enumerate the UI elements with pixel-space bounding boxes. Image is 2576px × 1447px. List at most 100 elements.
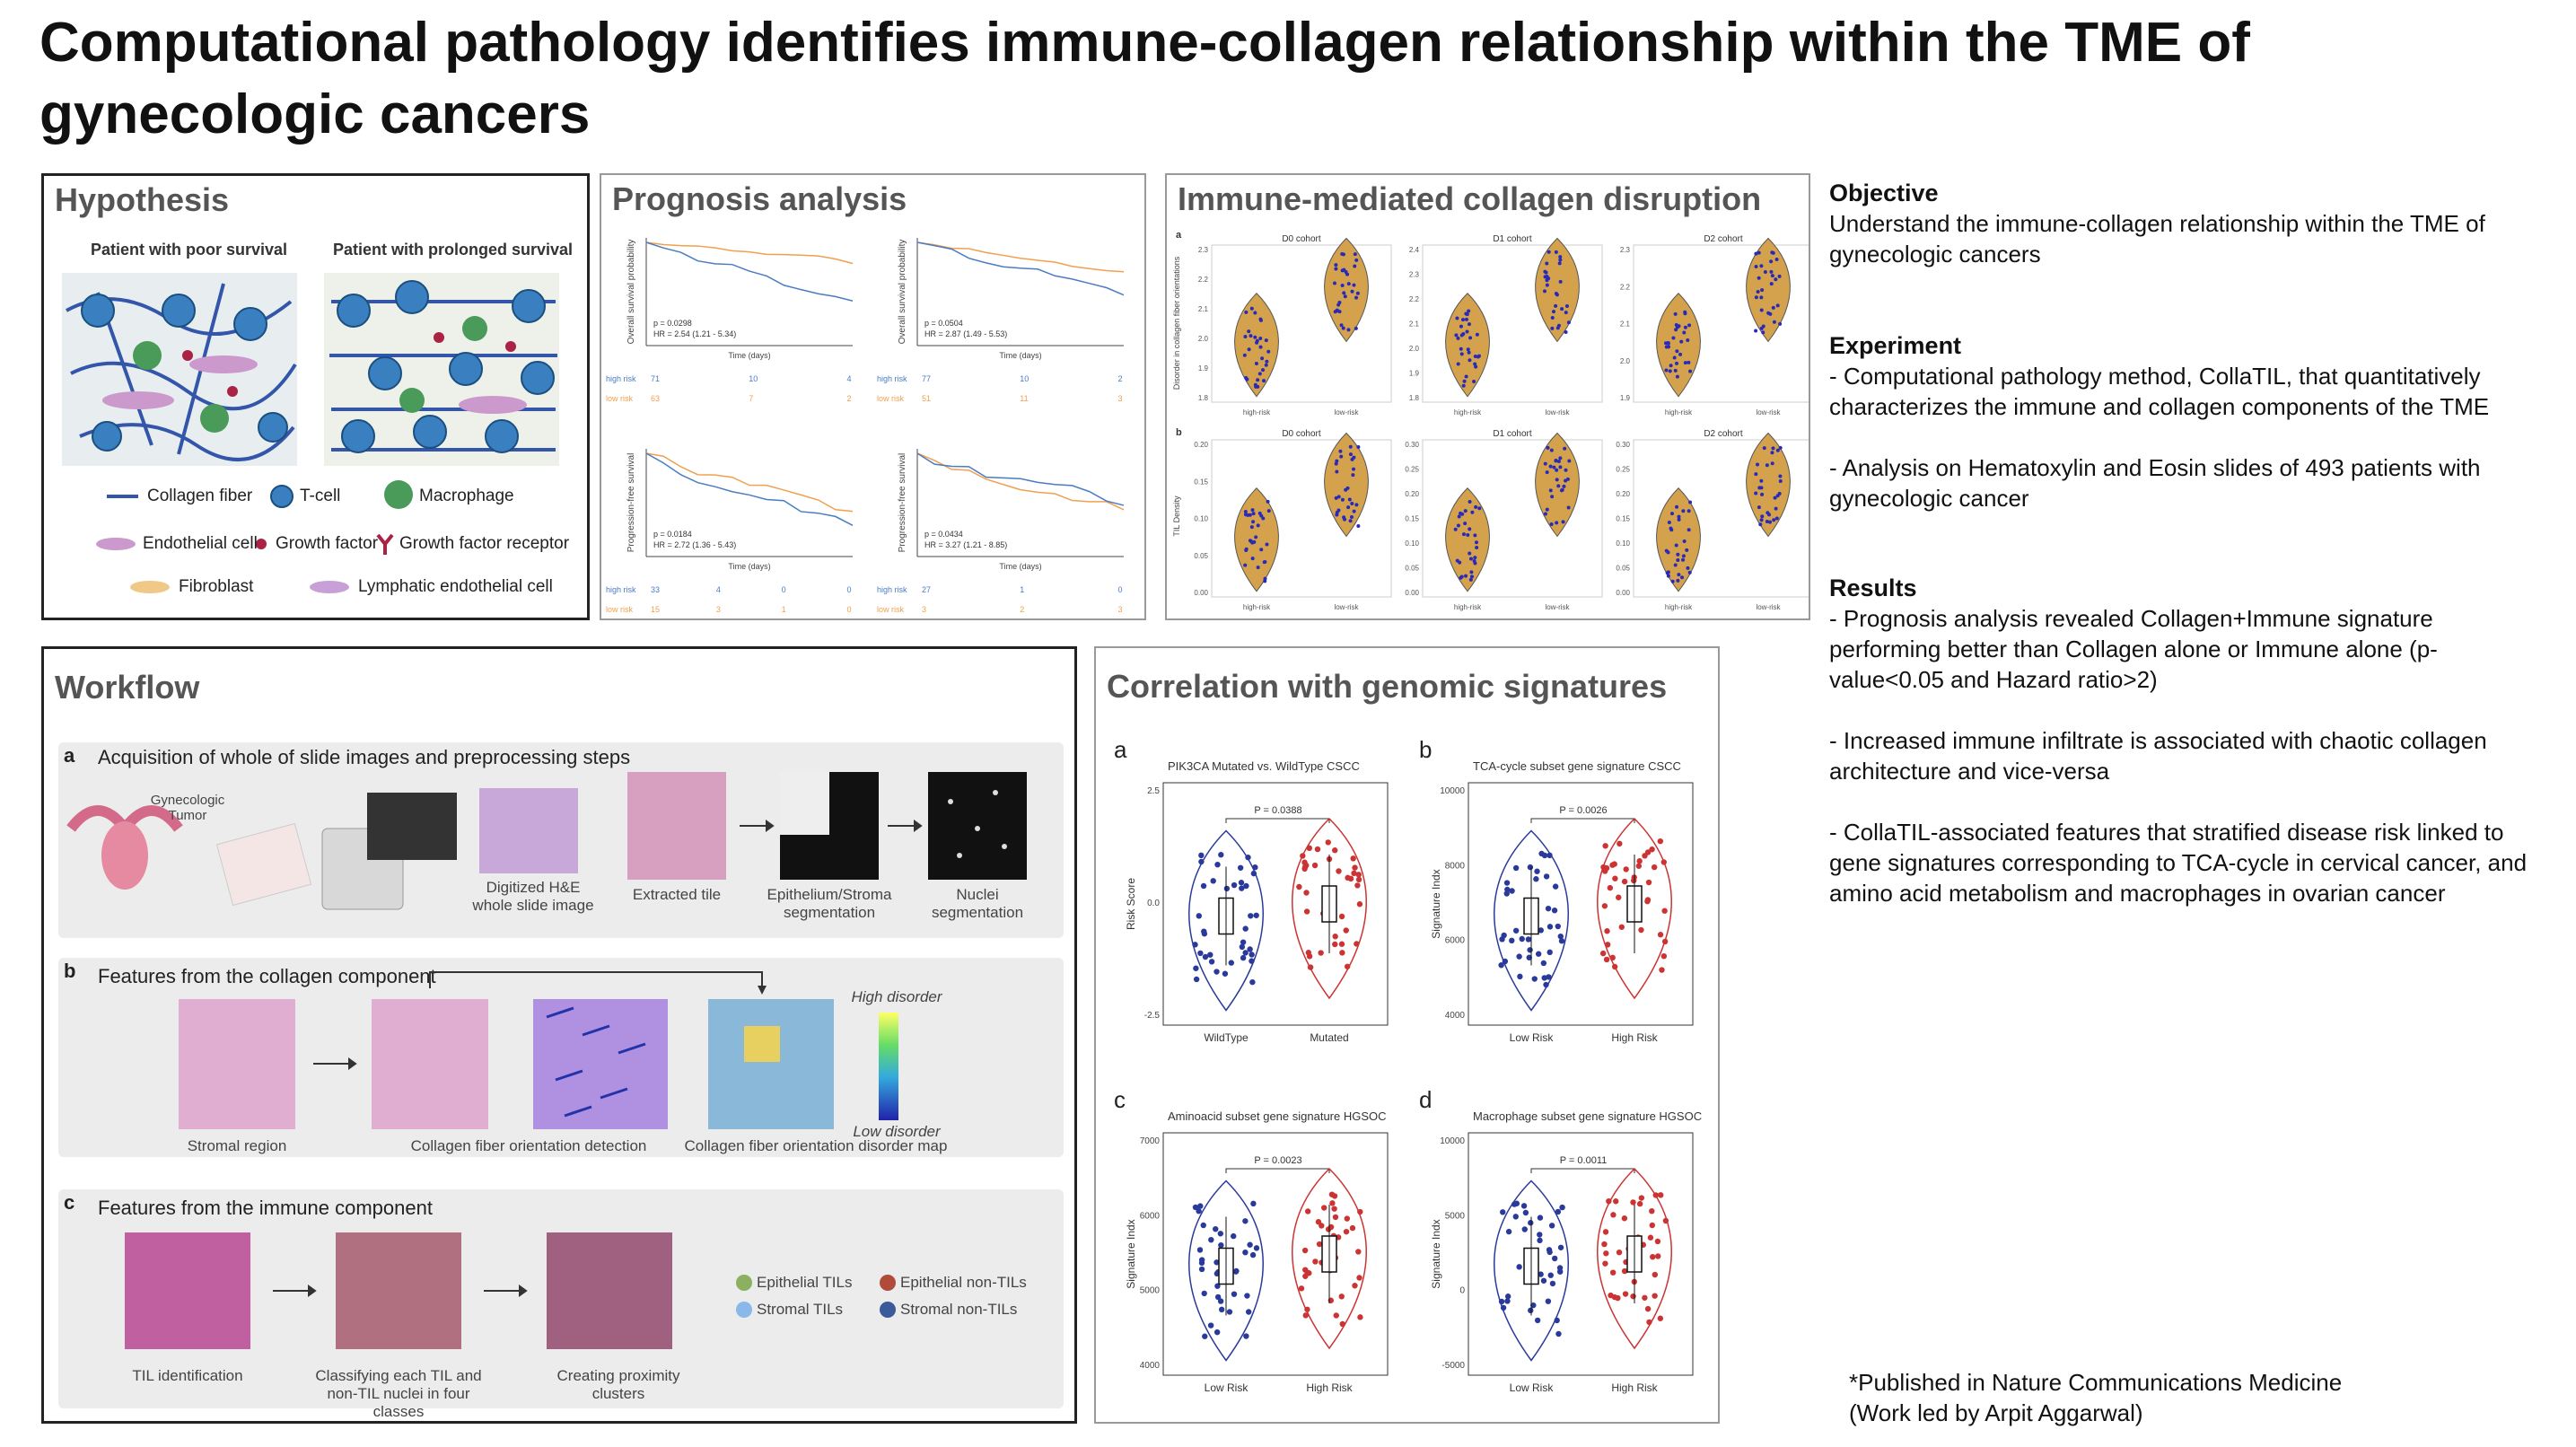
- violin-point: [1253, 1245, 1260, 1251]
- violin-point: [1196, 1247, 1204, 1253]
- significance-bracket: [1225, 818, 1330, 823]
- violin-shape: [1656, 293, 1701, 398]
- violin-ytick: 2.2: [1198, 276, 1209, 284]
- violin-point: [1468, 577, 1473, 582]
- violin-point: [1555, 923, 1561, 930]
- violin-point: [1249, 1251, 1257, 1258]
- violin-point: [1674, 328, 1678, 332]
- violin-point: [1687, 360, 1691, 364]
- violin-point: [1238, 880, 1245, 886]
- violin-point: [1223, 885, 1231, 892]
- violin-point: [1673, 311, 1678, 316]
- km-table-high-value: 1: [1020, 585, 1024, 594]
- violin-point: [1659, 967, 1665, 973]
- violin-point: [1563, 446, 1567, 451]
- violin-point: [1504, 1298, 1511, 1304]
- violin-ytick: 0.20: [1405, 490, 1419, 498]
- violin-ytick: 0.15: [1405, 515, 1419, 523]
- violin-ytick: 2.0: [1198, 335, 1209, 343]
- km-table-low-value: 63: [651, 394, 660, 403]
- caption-nuclei: Nuclei segmentation: [931, 886, 1024, 921]
- violin-point: [1354, 258, 1359, 262]
- violin-point: [1676, 558, 1680, 563]
- violin-point: [1546, 852, 1553, 859]
- violin-point: [1354, 295, 1359, 300]
- violin-point: [1214, 861, 1221, 868]
- km-table-low-label: low risk: [606, 394, 634, 403]
- violin-point: [1546, 445, 1550, 450]
- violin-point: [1306, 1270, 1312, 1276]
- violin-point: [1314, 846, 1321, 853]
- violin-point: [1770, 274, 1774, 278]
- violin-point: [1658, 1192, 1664, 1198]
- violin-ytick: 1.8: [1409, 394, 1420, 402]
- violin-point: [1687, 509, 1691, 513]
- subplot-letter: b: [1419, 736, 1432, 763]
- violin-point: [1642, 853, 1648, 859]
- violin-ytick: 1.9: [1409, 370, 1420, 378]
- violin-point: [1470, 510, 1475, 514]
- violin-point: [1192, 942, 1198, 948]
- subplot-title: PIK3CA Mutated vs. WildType CSCC: [1168, 759, 1360, 773]
- violin-point: [1340, 284, 1345, 288]
- violin-point: [1688, 500, 1693, 504]
- violin-point: [1354, 882, 1361, 889]
- violin-point: [1465, 312, 1469, 317]
- violin-xtick-high: high-risk: [1243, 603, 1271, 611]
- violin-point: [1245, 1309, 1252, 1315]
- km-table-high-value: 10: [1020, 374, 1029, 383]
- violin-point: [1355, 876, 1362, 883]
- violin-point: [1258, 318, 1263, 322]
- violin-point: [1564, 478, 1568, 483]
- violin-point: [1472, 559, 1476, 564]
- violin-point: [1618, 924, 1625, 930]
- violin-point: [1554, 459, 1558, 463]
- violin-point: [1303, 890, 1310, 896]
- violin-point: [1551, 908, 1558, 914]
- violin-point: [1760, 492, 1765, 496]
- violin-point: [1552, 883, 1559, 890]
- km-table-low-label: low risk: [606, 605, 634, 614]
- violin-point: [1534, 1317, 1541, 1324]
- violin-point: [1556, 459, 1561, 463]
- violin-point: [1505, 1228, 1512, 1235]
- violin-point: [1250, 1200, 1257, 1207]
- km-table-low-value: 3: [922, 605, 926, 614]
- violin-point: [1252, 539, 1257, 544]
- legend-epi-non: Epithelial non-TILs: [900, 1274, 1027, 1291]
- violin-point: [1545, 470, 1549, 475]
- label-low-disorder: Low disorder: [853, 1123, 941, 1140]
- violin-point: [1546, 924, 1554, 930]
- violin-point: [1680, 575, 1685, 580]
- subplot-ytick: -2.5: [1144, 1011, 1161, 1021]
- violin-point: [1608, 1292, 1614, 1299]
- violin-outline: [1188, 1180, 1264, 1362]
- violin-point: [1548, 1223, 1555, 1229]
- violin-point: [1630, 1199, 1636, 1206]
- violin-point: [1464, 374, 1468, 379]
- violin-point: [1352, 509, 1356, 513]
- violin-point: [1651, 864, 1658, 871]
- experiment-heading: Experiment: [1829, 332, 1962, 359]
- subplot-ytick: 8000: [1445, 861, 1466, 871]
- violin-point: [1660, 859, 1668, 865]
- violin-point: [1654, 1238, 1661, 1245]
- violin-point: [1196, 913, 1202, 919]
- violin-point: [1243, 882, 1249, 890]
- violin-point: [1249, 306, 1254, 311]
- violin-xtick-low: low-risk: [1545, 603, 1570, 611]
- km-table-high-value: 77: [922, 374, 931, 383]
- violin-point: [1772, 518, 1776, 522]
- workflow-panel: Workflow a Acquisition of whole of slide…: [41, 646, 1077, 1424]
- violin-point: [1554, 303, 1558, 308]
- violin-point: [1683, 311, 1687, 316]
- poor-survival-label: Patient with poor survival: [91, 241, 288, 259]
- violin-point: [1472, 379, 1476, 383]
- experiment-block: Experiment - Computational pathology met…: [1829, 330, 2547, 513]
- violin-ytick: 1.8: [1198, 394, 1209, 402]
- caption-tile: Extracted tile: [632, 886, 722, 903]
- violin-point: [1350, 289, 1354, 294]
- caption-seg: Epithelium/Stroma segmentation: [767, 886, 892, 921]
- violin-point: [1754, 295, 1758, 300]
- violin-point: [1466, 532, 1470, 537]
